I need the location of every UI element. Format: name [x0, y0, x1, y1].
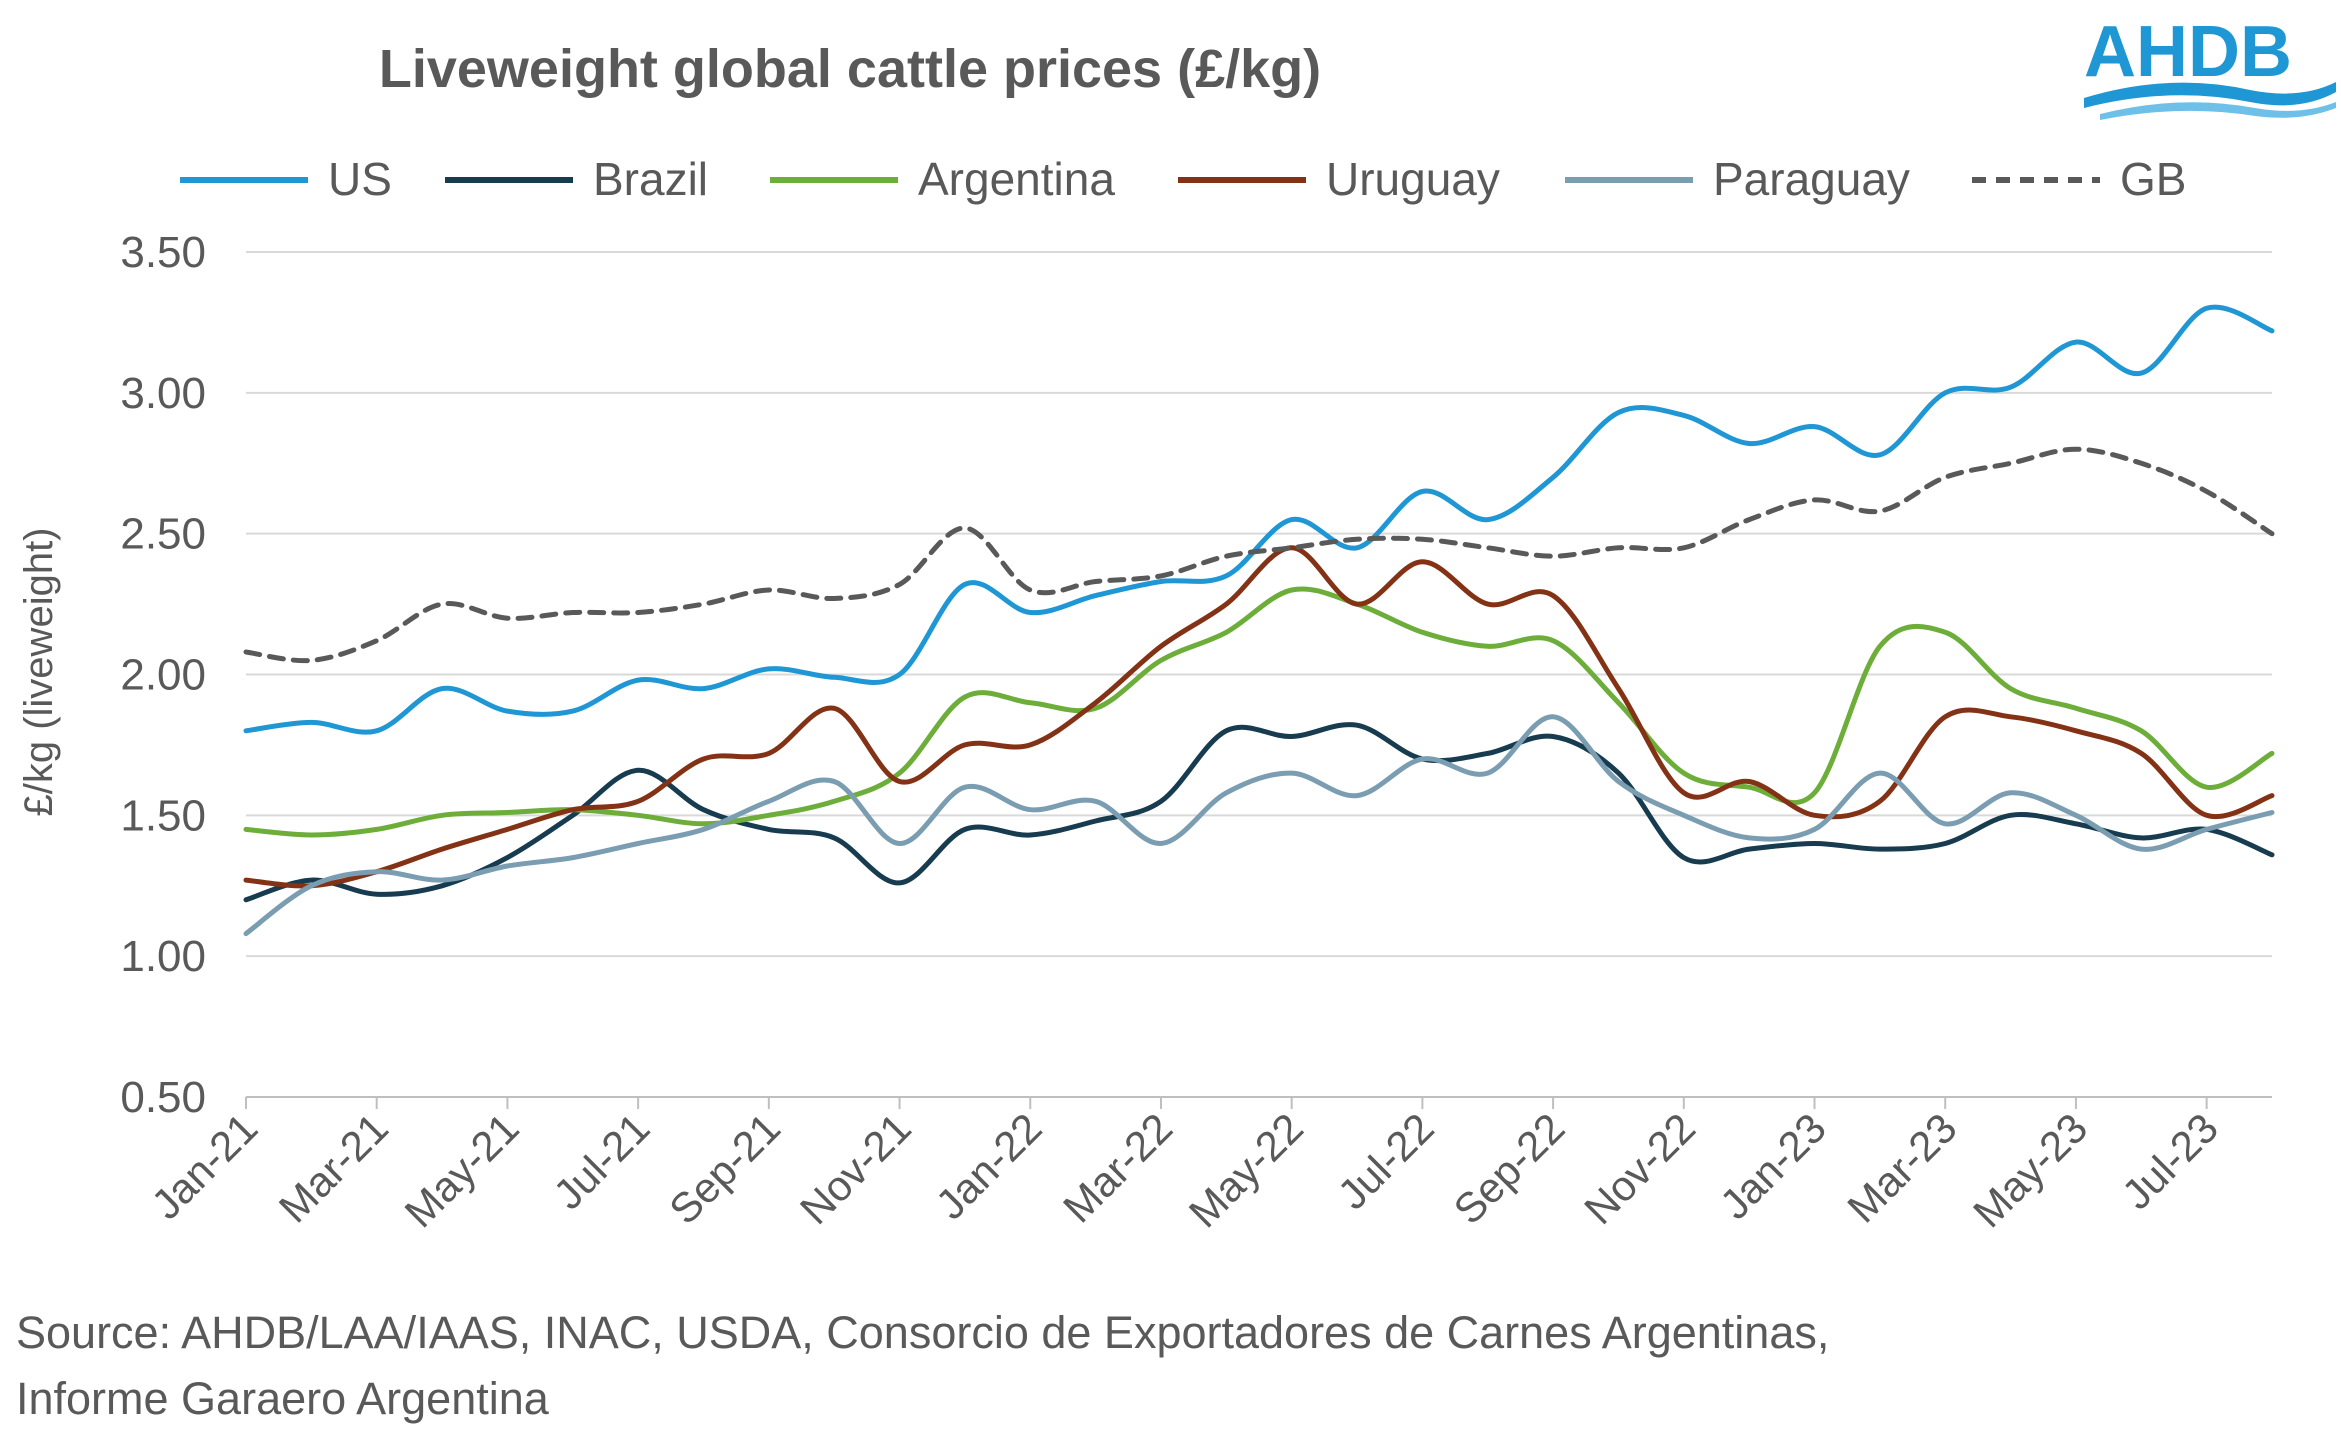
- y-tick-label: 2.00: [120, 651, 206, 700]
- y-tick-label: 3.00: [120, 369, 206, 418]
- y-tick-label: 1.50: [120, 791, 206, 840]
- x-tick-label: Jul-23: [2113, 1104, 2227, 1218]
- x-tick-label: Sep-21: [660, 1104, 789, 1233]
- x-tick-label: Nov-21: [791, 1104, 920, 1233]
- x-tick-label: Nov-22: [1575, 1104, 1704, 1233]
- x-tick-label: Mar-23: [1838, 1104, 1965, 1231]
- ahdb-logo: AHDB: [2084, 12, 2336, 120]
- series-line-brazil: [243, 722, 2275, 903]
- legend: US Brazil Argentina Uruguay Paraguay GB: [180, 153, 2186, 205]
- legend-label-gb: GB: [2120, 153, 2186, 205]
- series-line-paraguay: [243, 714, 2275, 937]
- x-tick-label: Sep-22: [1444, 1104, 1573, 1233]
- y-tick-label: 3.50: [120, 228, 206, 277]
- legend-label-paraguay: Paraguay: [1713, 153, 1910, 205]
- series-line-argentina: [243, 586, 2275, 838]
- x-tick-label: May-22: [1180, 1104, 1312, 1236]
- chart-title: Liveweight global cattle prices (£/kg): [378, 39, 1322, 99]
- series-lines: [243, 304, 2275, 937]
- legend-label-us: US: [328, 153, 392, 205]
- x-tick-label: Mar-21: [270, 1104, 397, 1231]
- x-tick-label: Jan-22: [927, 1104, 1051, 1228]
- series-line-gb: [243, 446, 2275, 664]
- x-tick-label: Jan-21: [142, 1104, 266, 1228]
- y-tick-label: 1.00: [120, 932, 206, 981]
- y-axis-label: £/kg (liveweight): [17, 527, 61, 816]
- x-tick-label: Mar-22: [1054, 1104, 1181, 1231]
- x-tick-label: Jul-21: [544, 1104, 658, 1218]
- legend-label-brazil: Brazil: [593, 153, 708, 205]
- x-tick-label: Jan-23: [1711, 1104, 1835, 1228]
- gridlines: [246, 251, 2272, 958]
- x-tick-label: Jul-22: [1329, 1104, 1443, 1218]
- svg-text:AHDB: AHDB: [2084, 12, 2292, 92]
- series-line-us: [243, 304, 2275, 735]
- source-note: Source: AHDB/LAA/IAAS, INAC, USDA, Conso…: [16, 1307, 1830, 1424]
- legend-label-uruguay: Uruguay: [1326, 153, 1500, 205]
- y-tick-label: 2.50: [120, 510, 206, 559]
- x-tick-label: May-23: [1964, 1104, 2096, 1236]
- y-tick-label: 0.50: [120, 1073, 206, 1122]
- legend-label-argentina: Argentina: [918, 153, 1115, 205]
- x-tick-label: May-21: [396, 1104, 528, 1236]
